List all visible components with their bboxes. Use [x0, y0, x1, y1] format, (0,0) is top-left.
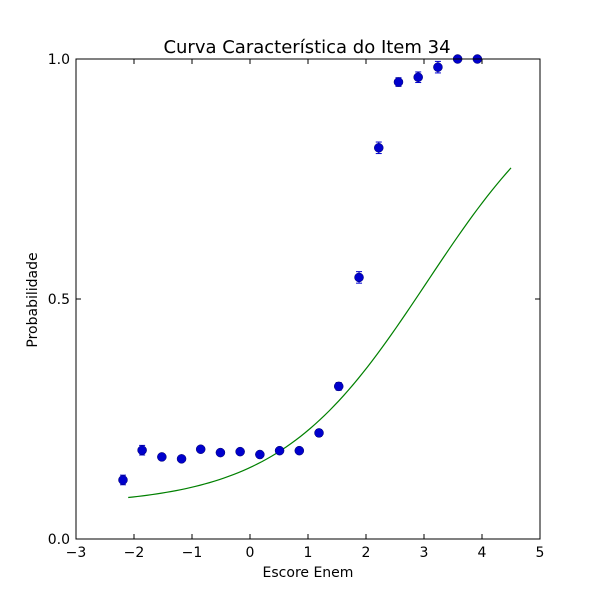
data-point	[118, 474, 128, 486]
point-marker	[433, 62, 443, 72]
x-tick-label: 5	[536, 545, 545, 561]
point-marker	[215, 447, 226, 458]
y-tick-label: 0.0	[48, 532, 70, 548]
data-point	[274, 445, 285, 456]
point-marker	[354, 272, 364, 283]
data-point	[195, 444, 206, 454]
data-point	[393, 77, 404, 87]
y-tick-label: 1.0	[48, 52, 70, 68]
x-tick-label: 2	[362, 545, 371, 561]
x-axis-label: Escore Enem	[263, 565, 354, 581]
x-tick-label: 4	[478, 545, 487, 561]
x-tick-label: −3	[66, 545, 87, 561]
data-point	[235, 446, 245, 457]
x-tick-label: 1	[304, 545, 313, 561]
fitted-curve-layer	[128, 167, 512, 499]
data-point	[314, 428, 324, 438]
point-marker	[374, 143, 384, 153]
data-point	[255, 449, 265, 460]
data-point	[433, 60, 443, 74]
data-point	[354, 271, 364, 284]
point-marker	[235, 446, 245, 457]
point-marker	[157, 452, 167, 462]
point-marker	[274, 445, 285, 456]
fitted-curve	[128, 167, 512, 499]
data-points-layer	[118, 54, 483, 486]
y-tick-label: 0.5	[48, 292, 70, 308]
point-marker	[413, 72, 423, 82]
x-tick-label: −1	[182, 545, 203, 561]
x-tick-label: 0	[246, 545, 255, 561]
data-point	[215, 447, 226, 458]
point-marker	[294, 445, 305, 456]
x-tick-label: −2	[124, 545, 145, 561]
data-point	[157, 452, 167, 462]
point-marker	[314, 428, 324, 438]
point-marker	[195, 444, 206, 454]
data-point	[137, 444, 147, 456]
point-marker	[137, 445, 147, 455]
point-marker	[176, 454, 187, 464]
data-point	[413, 71, 423, 84]
point-marker	[118, 475, 128, 485]
plot-frame	[75, 58, 541, 540]
chart-title: Curva Característica do Item 34	[163, 37, 450, 58]
data-point	[294, 445, 305, 456]
data-point	[333, 381, 344, 392]
data-point	[176, 454, 187, 464]
y-axis-label: Probabilidade	[25, 252, 41, 347]
point-marker	[333, 381, 344, 392]
data-point	[374, 141, 384, 155]
point-marker	[393, 77, 404, 87]
x-tick-label: 3	[420, 545, 429, 561]
point-marker	[255, 449, 265, 460]
